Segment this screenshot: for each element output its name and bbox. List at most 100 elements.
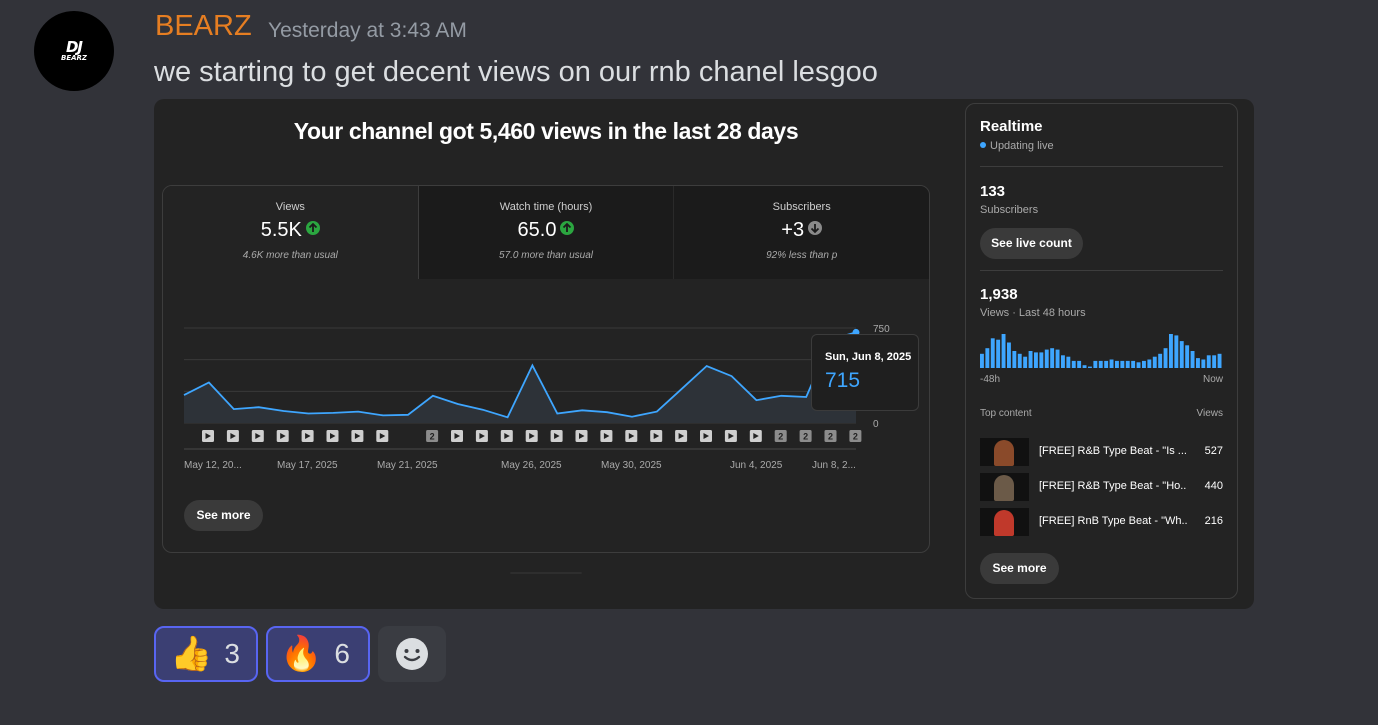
views-48h-label: Views · Last 48 hours: [980, 307, 1086, 319]
divider: [980, 270, 1223, 271]
live-dot-icon: [980, 142, 986, 148]
add-reaction-button[interactable]: [378, 626, 446, 682]
tab-subscribers[interactable]: Subscribers +3 92% less than p: [674, 186, 929, 279]
x-tick-label: Jun 4, 2025: [730, 460, 783, 471]
realtime-bar: [1007, 342, 1011, 368]
see-more-button[interactable]: See more: [980, 553, 1059, 584]
play-icon: [728, 433, 734, 439]
play-icon: [529, 433, 535, 439]
video-group-marker-icon: [799, 430, 812, 442]
marker-count: 2: [778, 432, 783, 442]
marker-count: 2: [803, 432, 808, 442]
reaction-count: 6: [334, 638, 350, 669]
x-tick-label: Jun 8, 2...: [812, 460, 856, 471]
avatar[interactable]: DJ BEARZ: [34, 11, 114, 91]
realtime-bar: [1179, 341, 1184, 368]
scroll-indicator: [510, 572, 582, 574]
realtime-bar-chart[interactable]: [980, 332, 1223, 368]
video-group-marker-icon: [426, 430, 439, 442]
tab-views[interactable]: Views 5.5K 4.6K more than usual: [163, 186, 419, 279]
tab-value-text: 5.5K: [260, 219, 302, 241]
see-live-count-button[interactable]: See live count: [980, 228, 1083, 259]
top-content-row[interactable]: [FREE] R&B Type Beat - "Ho... 440: [980, 473, 1223, 503]
realtime-bar: [1201, 359, 1206, 368]
realtime-bar: [1169, 334, 1173, 368]
tab-subtext: 57.0 more than usual: [499, 250, 593, 261]
realtime-bar: [1050, 348, 1055, 368]
play-icon: [379, 433, 386, 439]
realtime-bar: [1077, 360, 1082, 368]
tab-label: Watch time (hours): [499, 201, 593, 213]
video-views: 527: [1204, 445, 1223, 457]
marker-count: 2: [430, 432, 435, 442]
realtime-bar: [1044, 349, 1049, 368]
play-icon: [280, 433, 286, 439]
tab-watch-time[interactable]: Watch time (hours) 65.0 57.0 more than u…: [418, 186, 675, 279]
subscriber-label: Subscribers: [980, 204, 1039, 216]
divider: [980, 166, 1223, 167]
thumbs-up-icon: 👍: [170, 634, 213, 674]
play-icon: [579, 433, 585, 439]
reaction-fire[interactable]: 🔥 6: [266, 626, 370, 682]
username[interactable]: BEARZ: [155, 10, 252, 42]
x-tick-label: May 17, 2025: [277, 460, 338, 471]
play-icon: [230, 433, 236, 439]
realtime-bar: [1212, 355, 1217, 368]
tooltip-date: Sun, Jun 8, 2025: [825, 351, 912, 363]
play-icon: [653, 433, 660, 439]
thumbnail-figure: [994, 440, 1014, 466]
subscriber-count: 133: [980, 183, 1006, 200]
realtime-bar: [1142, 360, 1146, 368]
tab-label: Subscribers: [772, 201, 831, 213]
chart-area-fill: [184, 332, 856, 423]
realtime-bar: [1120, 360, 1125, 368]
tab-value: 5.5K: [163, 219, 418, 242]
realtime-bar: [1206, 355, 1211, 368]
realtime-bar: [1066, 356, 1071, 368]
axis-label-end: Now: [1202, 374, 1223, 385]
realtime-bar: [985, 348, 990, 368]
realtime-bar: [1147, 359, 1152, 368]
y-tick-label: 0: [873, 419, 879, 430]
top-content-row[interactable]: [FREE] RnB Type Beat - "Wh... 216: [980, 508, 1223, 538]
message-text: we starting to get decent views on our r…: [154, 56, 878, 88]
realtime-bar: [1055, 349, 1060, 368]
realtime-bar: [1071, 360, 1076, 368]
realtime-bar: [1196, 358, 1200, 368]
tab-value-text: +3: [781, 219, 805, 241]
realtime-bar: [1185, 345, 1190, 368]
play-icon: [678, 433, 685, 439]
see-more-button[interactable]: See more: [184, 500, 263, 531]
realtime-bar: [990, 338, 995, 368]
add-reaction-icon: [396, 638, 428, 670]
analytics-card: Views 5.5K 4.6K more than usual Watch ti…: [162, 185, 930, 553]
video-group-marker-icon: [774, 430, 787, 442]
play-icon: [703, 433, 709, 439]
play-icon: [479, 433, 485, 439]
realtime-bar: [1131, 360, 1136, 368]
video-thumbnail: [980, 438, 1029, 466]
realtime-title: Realtime: [980, 118, 1043, 135]
image-attachment[interactable]: Your channel got 5,460 views in the last…: [154, 99, 1254, 609]
play-icon: [255, 433, 261, 439]
realtime-bar: [1023, 356, 1028, 368]
top-content-row[interactable]: [FREE] R&B Type Beat - "Is ... 527: [980, 438, 1223, 468]
reaction-thumbs-up[interactable]: 👍 3: [154, 626, 258, 682]
message-timestamp: Yesterday at 3:43 AM: [268, 19, 467, 42]
realtime-bar: [996, 339, 1001, 368]
realtime-bar: [1012, 351, 1017, 368]
play-icon: [305, 433, 311, 439]
tab-label: Views: [275, 201, 305, 213]
x-tick-label: May 12, 20...: [184, 460, 242, 471]
tab-value-text: 65.0: [517, 219, 557, 241]
realtime-panel: Realtime Updating live 133 Subscribers S…: [965, 103, 1238, 599]
realtime-bar: [1217, 353, 1222, 368]
realtime-bar: [1017, 353, 1022, 368]
realtime-bar: [1163, 348, 1168, 368]
realtime-bar: [1190, 351, 1195, 368]
views-chart[interactable]: 750500250022222May 12, 20...May 17, 2025…: [163, 186, 929, 486]
tab-subtext: 4.6K more than usual: [242, 250, 338, 261]
video-title: [FREE] R&B Type Beat - "Is ...: [1039, 445, 1187, 457]
marker-count: 2: [828, 432, 833, 442]
chart-tooltip: Sun, Jun 8, 2025 715: [811, 334, 919, 411]
